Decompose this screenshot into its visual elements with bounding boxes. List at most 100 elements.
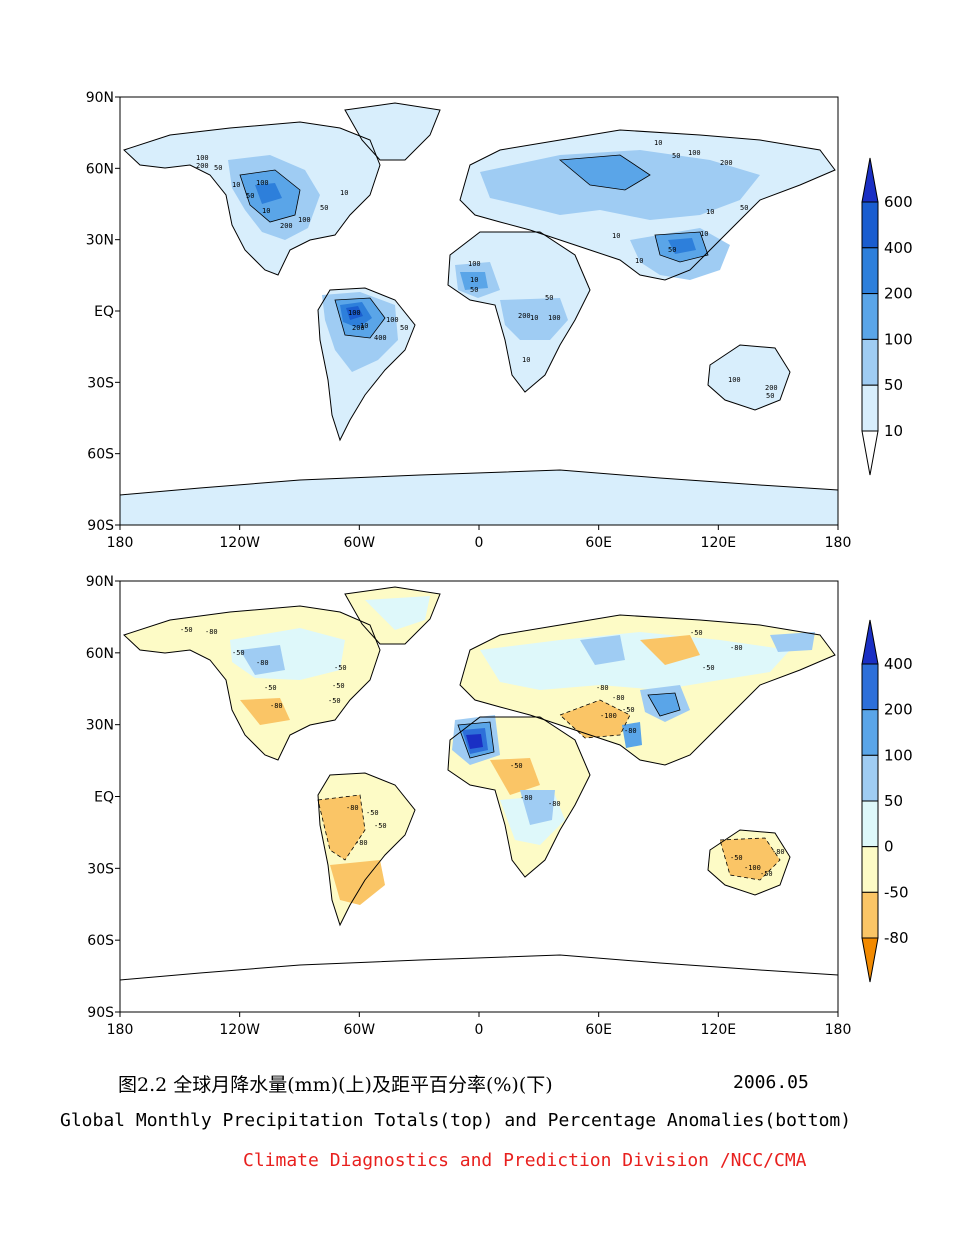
- contour-label: 100: [196, 154, 209, 162]
- colorbar-label: 50: [884, 376, 903, 394]
- contour-label: -80: [772, 848, 785, 856]
- y-tick-label: 30N: [86, 718, 114, 734]
- contour-label: -80: [205, 628, 218, 636]
- x-tick-label: 120E: [701, 1022, 737, 1038]
- precip-fill-layer: [120, 102, 838, 525]
- y-tick-label: EQ: [94, 790, 114, 806]
- coastline: [447, 716, 591, 878]
- anomaly-zone: [330, 860, 385, 905]
- contour-label: 100: [688, 149, 701, 157]
- figure-date: 2006.05: [733, 1072, 809, 1093]
- contour-label: 50: [740, 204, 748, 212]
- contour-label: -50: [328, 697, 341, 705]
- contour-label: 50: [470, 286, 478, 294]
- contour-line: [334, 297, 386, 339]
- contour-label: 100: [298, 216, 311, 224]
- y-tick-label: 60N: [86, 646, 114, 662]
- contour-label: -80: [355, 839, 368, 847]
- colorbar-swatch: [861, 891, 879, 939]
- x-tick-label: 60E: [585, 1022, 612, 1038]
- contour-label: 10: [360, 322, 368, 330]
- colorbar-label: -50: [884, 883, 909, 901]
- y-tick-label: 60S: [87, 447, 114, 463]
- greenland-land: [345, 103, 440, 160]
- figure-credit: Climate Diagnostics and Prediction Divis…: [243, 1150, 807, 1171]
- coastline: [707, 344, 791, 411]
- anomaly-zone: [480, 632, 790, 690]
- australia-land: [708, 345, 790, 410]
- x-tick-label: 180: [825, 1022, 852, 1038]
- colorbar-swatch: [861, 247, 879, 295]
- x-tick-label: 60E: [585, 535, 612, 551]
- y-tick-label: 60N: [86, 161, 114, 177]
- colorbar-swatch: [861, 663, 879, 711]
- contour-label: 10: [700, 230, 708, 238]
- anomaly-zone: [240, 698, 290, 725]
- contour-label: -50: [366, 809, 379, 817]
- contour-label: -80: [596, 684, 609, 692]
- colorbar-label: 100: [884, 330, 913, 348]
- anomaly-zone: [240, 645, 285, 675]
- colorbar-swatch: [861, 709, 879, 756]
- contour-label: -50: [180, 626, 193, 634]
- figure-caption-english: Global Monthly Precipitation Totals(top)…: [60, 1110, 852, 1131]
- contour-label: -80: [612, 694, 625, 702]
- contour-label: 10: [654, 139, 662, 147]
- contour-label: -50: [690, 629, 703, 637]
- colorbar-label: 400: [884, 655, 913, 673]
- coastline: [317, 287, 416, 442]
- colorbar-label: 0: [884, 838, 894, 856]
- x-tick-label: 0: [475, 1022, 484, 1038]
- y-tick-label: 60S: [87, 933, 114, 949]
- coastline: [317, 772, 416, 927]
- colorbar-label: 400: [884, 239, 913, 257]
- contour-label: 10: [706, 208, 714, 216]
- coastline: [344, 586, 441, 645]
- contour-label: 10: [232, 181, 240, 189]
- contour-label: -80: [270, 702, 283, 710]
- contour-label: 50: [400, 324, 408, 332]
- contour-label: -50: [730, 854, 743, 862]
- precip-zone: [255, 183, 282, 204]
- colorbar-swatch: [861, 800, 879, 848]
- colorbar-max-triangle: [861, 619, 879, 665]
- colorbar-min-triangle: [861, 937, 879, 983]
- anomaly-zone: [560, 700, 630, 738]
- contour-label: -80: [730, 644, 743, 652]
- contour-label: 50: [672, 152, 680, 160]
- colorbar-label: 50: [884, 792, 903, 810]
- anomaly-zone: [770, 632, 815, 652]
- colorbar-min-triangle: [861, 430, 879, 476]
- colorbar-label: 100: [884, 746, 913, 764]
- contour-label: 100: [348, 309, 361, 317]
- anomaly-zone: [318, 795, 365, 860]
- x-tick-label: 120E: [701, 535, 737, 551]
- y-tick-label: 90S: [87, 518, 114, 534]
- colorbar-label: 200: [884, 701, 913, 719]
- antarctica-land: [120, 470, 838, 525]
- colorbar-label: -80: [884, 929, 909, 947]
- anomaly-fill-layer: [120, 586, 838, 1012]
- anomaly-zone: [720, 838, 780, 880]
- x-tick-label: 180: [107, 1022, 134, 1038]
- contour-line: [654, 231, 709, 263]
- contour-label: -50: [510, 762, 523, 770]
- contour-label: -100: [744, 864, 761, 872]
- contour-label: -80: [624, 727, 637, 735]
- contour-line: [558, 154, 651, 191]
- y-tick-label: 90S: [87, 1005, 114, 1021]
- contour-label: 200: [765, 384, 778, 392]
- coastline: [344, 102, 441, 161]
- coastline: [120, 954, 838, 981]
- contour-label: -80: [346, 804, 359, 812]
- precip-zone: [560, 155, 650, 190]
- coastline: [459, 129, 836, 281]
- anomaly-zone: [648, 693, 680, 716]
- x-tick-label: 60W: [343, 535, 375, 551]
- coastline: [123, 121, 381, 276]
- contour-label: 100: [548, 314, 561, 322]
- anomaly-zone: [640, 635, 700, 665]
- anomaly-zone: [622, 722, 642, 748]
- contour-label: 50: [545, 294, 553, 302]
